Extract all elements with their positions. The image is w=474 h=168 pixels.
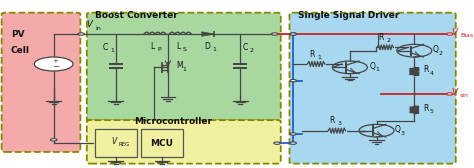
Text: 1: 1	[375, 67, 379, 72]
FancyBboxPatch shape	[87, 120, 281, 164]
Circle shape	[290, 33, 296, 35]
Text: in: in	[95, 26, 101, 31]
Text: PV: PV	[11, 30, 25, 38]
Text: C: C	[242, 43, 247, 52]
Text: Cell: Cell	[11, 46, 30, 55]
Text: L: L	[176, 42, 180, 51]
Text: sin: sin	[460, 93, 469, 98]
Circle shape	[274, 142, 280, 144]
Text: C: C	[103, 43, 109, 52]
Text: 1: 1	[110, 48, 114, 53]
Text: 3: 3	[401, 131, 405, 136]
Text: R: R	[423, 65, 429, 74]
FancyBboxPatch shape	[290, 13, 456, 164]
Text: Microcontroller: Microcontroller	[134, 117, 212, 126]
Text: S: S	[183, 47, 187, 52]
Text: P: P	[158, 47, 162, 52]
Text: 1: 1	[212, 47, 216, 52]
Text: D: D	[204, 42, 210, 51]
Text: M: M	[177, 61, 183, 70]
Text: Boost Converter: Boost Converter	[95, 11, 178, 20]
Text: Bias: Bias	[460, 33, 473, 38]
Text: R: R	[329, 116, 335, 125]
Text: R: R	[378, 33, 383, 42]
Circle shape	[447, 33, 453, 35]
Text: REG: REG	[118, 142, 130, 147]
Circle shape	[290, 142, 296, 144]
Text: Q: Q	[395, 125, 401, 134]
Text: MCU: MCU	[150, 139, 173, 148]
Text: V: V	[451, 88, 457, 97]
Text: −: −	[52, 62, 59, 71]
Circle shape	[272, 33, 278, 35]
FancyBboxPatch shape	[87, 13, 281, 120]
Text: 1: 1	[317, 55, 321, 60]
Text: R: R	[423, 104, 429, 113]
Circle shape	[447, 93, 453, 95]
Text: 5: 5	[430, 109, 434, 114]
Circle shape	[34, 57, 73, 71]
FancyBboxPatch shape	[1, 13, 81, 152]
Text: 4: 4	[430, 71, 434, 76]
Circle shape	[50, 139, 57, 141]
Text: Single Signal Driver: Single Signal Driver	[298, 11, 399, 20]
Text: V: V	[86, 20, 91, 29]
Circle shape	[78, 33, 84, 35]
Circle shape	[290, 33, 296, 35]
Circle shape	[290, 79, 296, 82]
Text: 1: 1	[182, 67, 186, 72]
Text: V: V	[111, 137, 116, 146]
Bar	[95, 129, 137, 157]
Circle shape	[290, 133, 296, 135]
Polygon shape	[202, 32, 214, 36]
Text: +: +	[53, 58, 58, 64]
Bar	[141, 129, 182, 157]
Text: Q: Q	[369, 62, 375, 71]
Text: 2: 2	[439, 51, 443, 56]
Text: V: V	[451, 28, 457, 37]
Text: 2: 2	[386, 38, 390, 43]
Text: R: R	[309, 50, 314, 58]
Text: Q: Q	[433, 45, 438, 54]
Text: 2: 2	[250, 48, 254, 53]
Text: L: L	[151, 42, 155, 51]
Text: 3: 3	[337, 121, 342, 127]
